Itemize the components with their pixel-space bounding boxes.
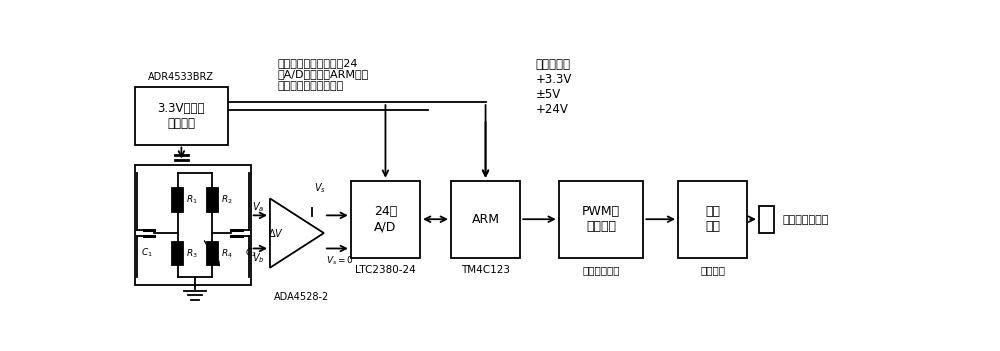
Text: 半桥
驱动: 半桥 驱动: [705, 205, 720, 233]
Bar: [135, 87, 228, 145]
Bar: [172, 242, 183, 265]
Bar: [451, 181, 520, 258]
Bar: [207, 188, 218, 212]
Text: 半桥驱动: 半桥驱动: [700, 265, 725, 276]
Text: ARM: ARM: [472, 213, 500, 226]
Text: $V_s$: $V_s$: [314, 181, 326, 194]
Bar: [759, 206, 774, 233]
Bar: [135, 165, 251, 285]
Bar: [559, 181, 643, 258]
Text: ADA4528-2: ADA4528-2: [274, 292, 329, 302]
Text: $\Delta V$: $\Delta V$: [268, 227, 284, 239]
Text: 第一路加热膜带: 第一路加热膜带: [782, 214, 828, 225]
Text: TM4C123: TM4C123: [461, 265, 510, 276]
Bar: [207, 242, 218, 265]
Text: 供电电压：
+3.3V
±5V
+24V: 供电电压： +3.3V ±5V +24V: [536, 58, 572, 115]
Text: 驱动信号隔离: 驱动信号隔离: [582, 265, 620, 276]
Text: 24位
A/D: 24位 A/D: [374, 205, 397, 233]
Polygon shape: [270, 198, 324, 268]
Text: ADR4533BRZ: ADR4533BRZ: [148, 72, 214, 82]
Text: PWM波
光耦隔离: PWM波 光耦隔离: [582, 205, 620, 233]
Text: $R_3$: $R_3$: [186, 247, 198, 260]
Text: $V_s=0$: $V_s=0$: [326, 254, 354, 267]
Text: $R_2$: $R_2$: [221, 194, 232, 206]
Text: LTC2380-24: LTC2380-24: [355, 265, 416, 276]
Bar: [172, 188, 183, 212]
Text: $C_1$: $C_1$: [141, 247, 153, 259]
Text: 3.3V高精度
基准电压: 3.3V高精度 基准电压: [158, 102, 205, 130]
Text: $R_1$: $R_1$: [186, 194, 198, 206]
Text: $V_a$: $V_a$: [252, 200, 265, 214]
Text: $C_2$: $C_2$: [245, 247, 256, 259]
Bar: [351, 181, 420, 258]
Text: $V_b$: $V_b$: [252, 251, 265, 265]
Bar: [678, 181, 747, 258]
Text: $R_4$: $R_4$: [221, 247, 233, 260]
Text: 同时给予惠斯通桥路、24
位A/D转换器和ARM控制
器提供高精度稳定电压: 同时给予惠斯通桥路、24 位A/D转换器和ARM控制 器提供高精度稳定电压: [278, 58, 369, 91]
